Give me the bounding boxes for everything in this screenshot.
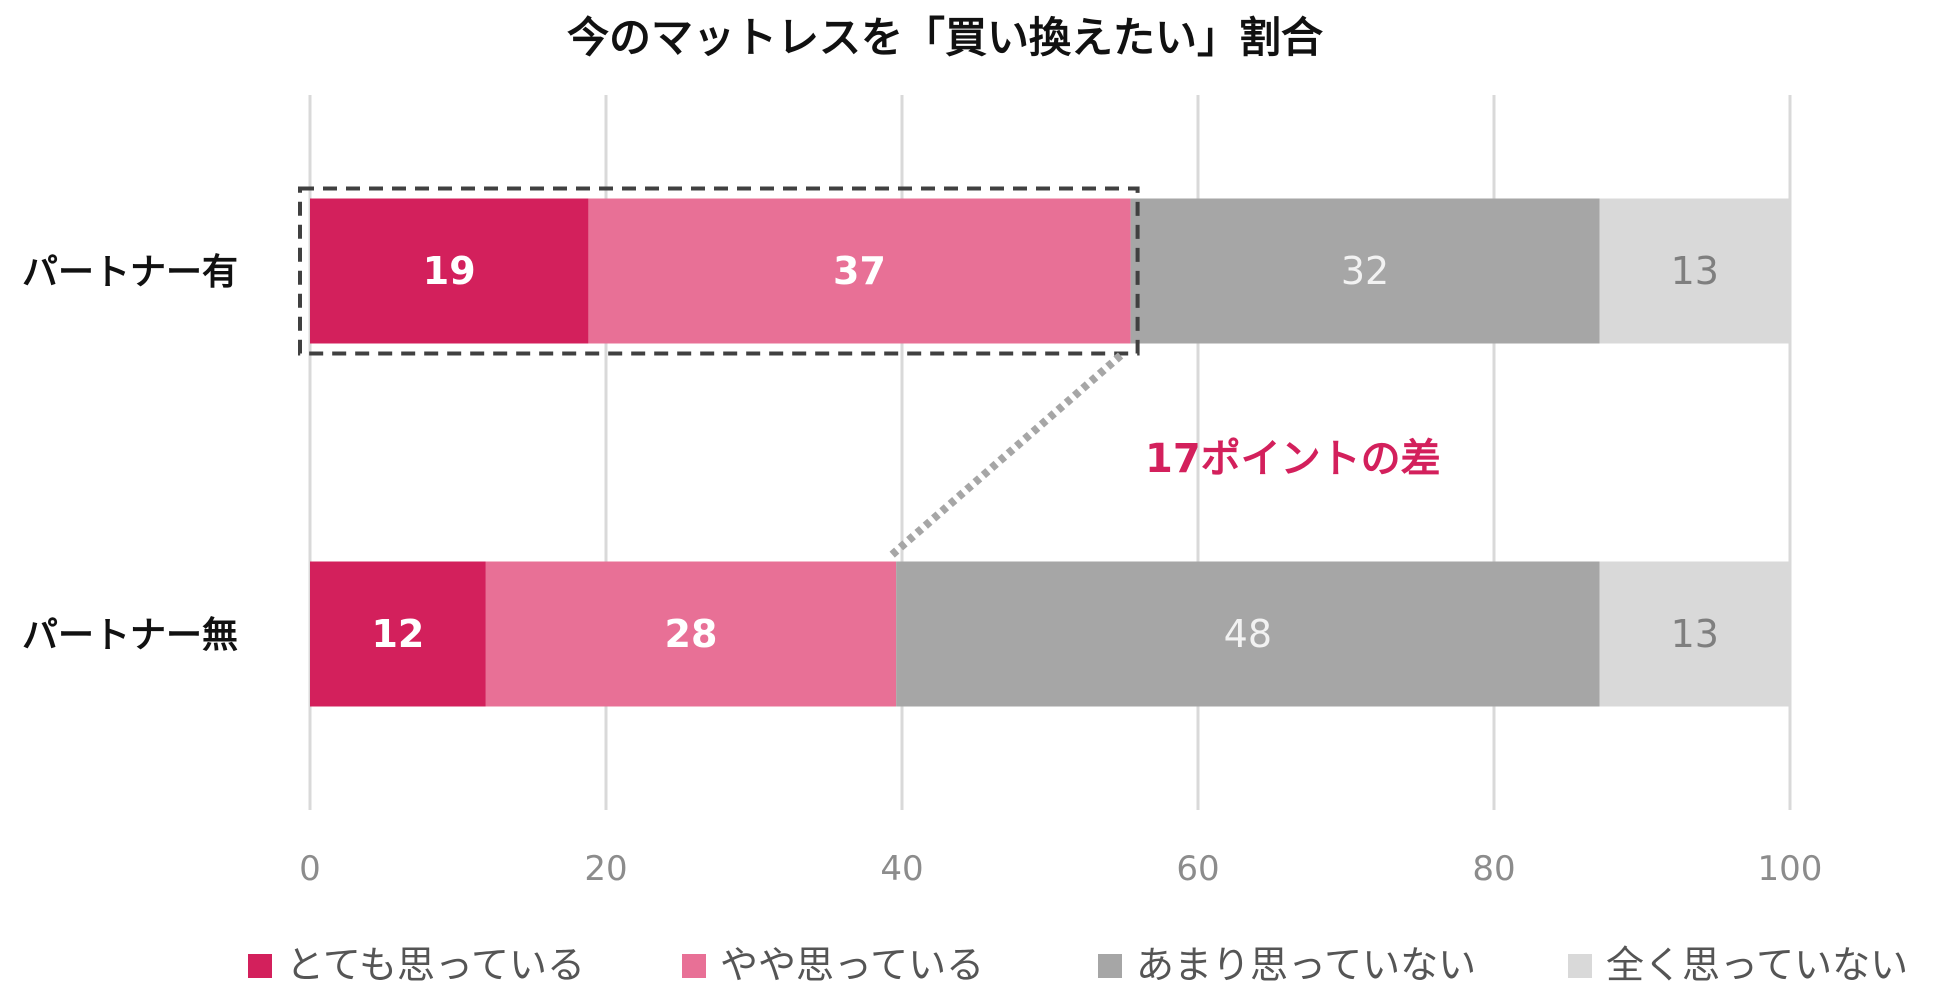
legend-swatch [682,954,706,978]
legend-label: 全く思っていない [1606,943,1908,986]
x-tick-label: 40 [880,849,923,889]
bar-segment [485,561,897,707]
bar-segment [310,561,486,707]
x-axis-tick-labels: 0 20 40 60 80 100 [299,849,1822,889]
x-tick-label: 0 [299,849,321,889]
bar-segment [1130,198,1600,344]
bar-value-label: 32 [1341,249,1389,293]
chart-title: 今のマットレスを「買い換えたい」割合 [567,13,1323,62]
bar-value-label: 28 [665,612,718,656]
x-tick-label: 80 [1472,849,1515,889]
x-tick-label: 60 [1176,849,1219,889]
bar-value-label: 37 [833,249,886,293]
legend: とても思っている やや思っている あまり思っていない 全く思っていない [248,943,1908,986]
bar-segment [896,561,1600,707]
bar-value-label: 48 [1224,612,1272,656]
category-label: パートナー無 [22,615,238,656]
bar-segment [1599,198,1790,344]
category-label: パートナー有 [22,252,238,293]
bar-segment [588,198,1131,344]
bars: 19 37 32 13 12 28 48 13 [310,198,1790,707]
annotation-overlay [298,186,1140,559]
bar-value-label: 12 [371,612,424,656]
legend-swatch [248,954,272,978]
x-tick-label: 20 [584,849,627,889]
difference-connector [888,352,1124,559]
legend-label: とても思っている [286,943,585,986]
legend-swatch [1568,954,1592,978]
legend-label: あまり思っていない [1136,943,1476,986]
bar-segment [310,198,589,344]
bar-value-label: 13 [1671,249,1719,293]
highlight-box [298,186,1140,356]
bar-value-label: 13 [1671,612,1719,656]
difference-annotation: 17ポイントの差 [1145,436,1441,482]
bar-value-label: 19 [423,249,476,293]
legend-label: やや思っている [720,943,984,986]
legend-swatch [1098,954,1122,978]
bar-segment [1599,561,1790,707]
x-tick-label: 100 [1758,849,1823,889]
